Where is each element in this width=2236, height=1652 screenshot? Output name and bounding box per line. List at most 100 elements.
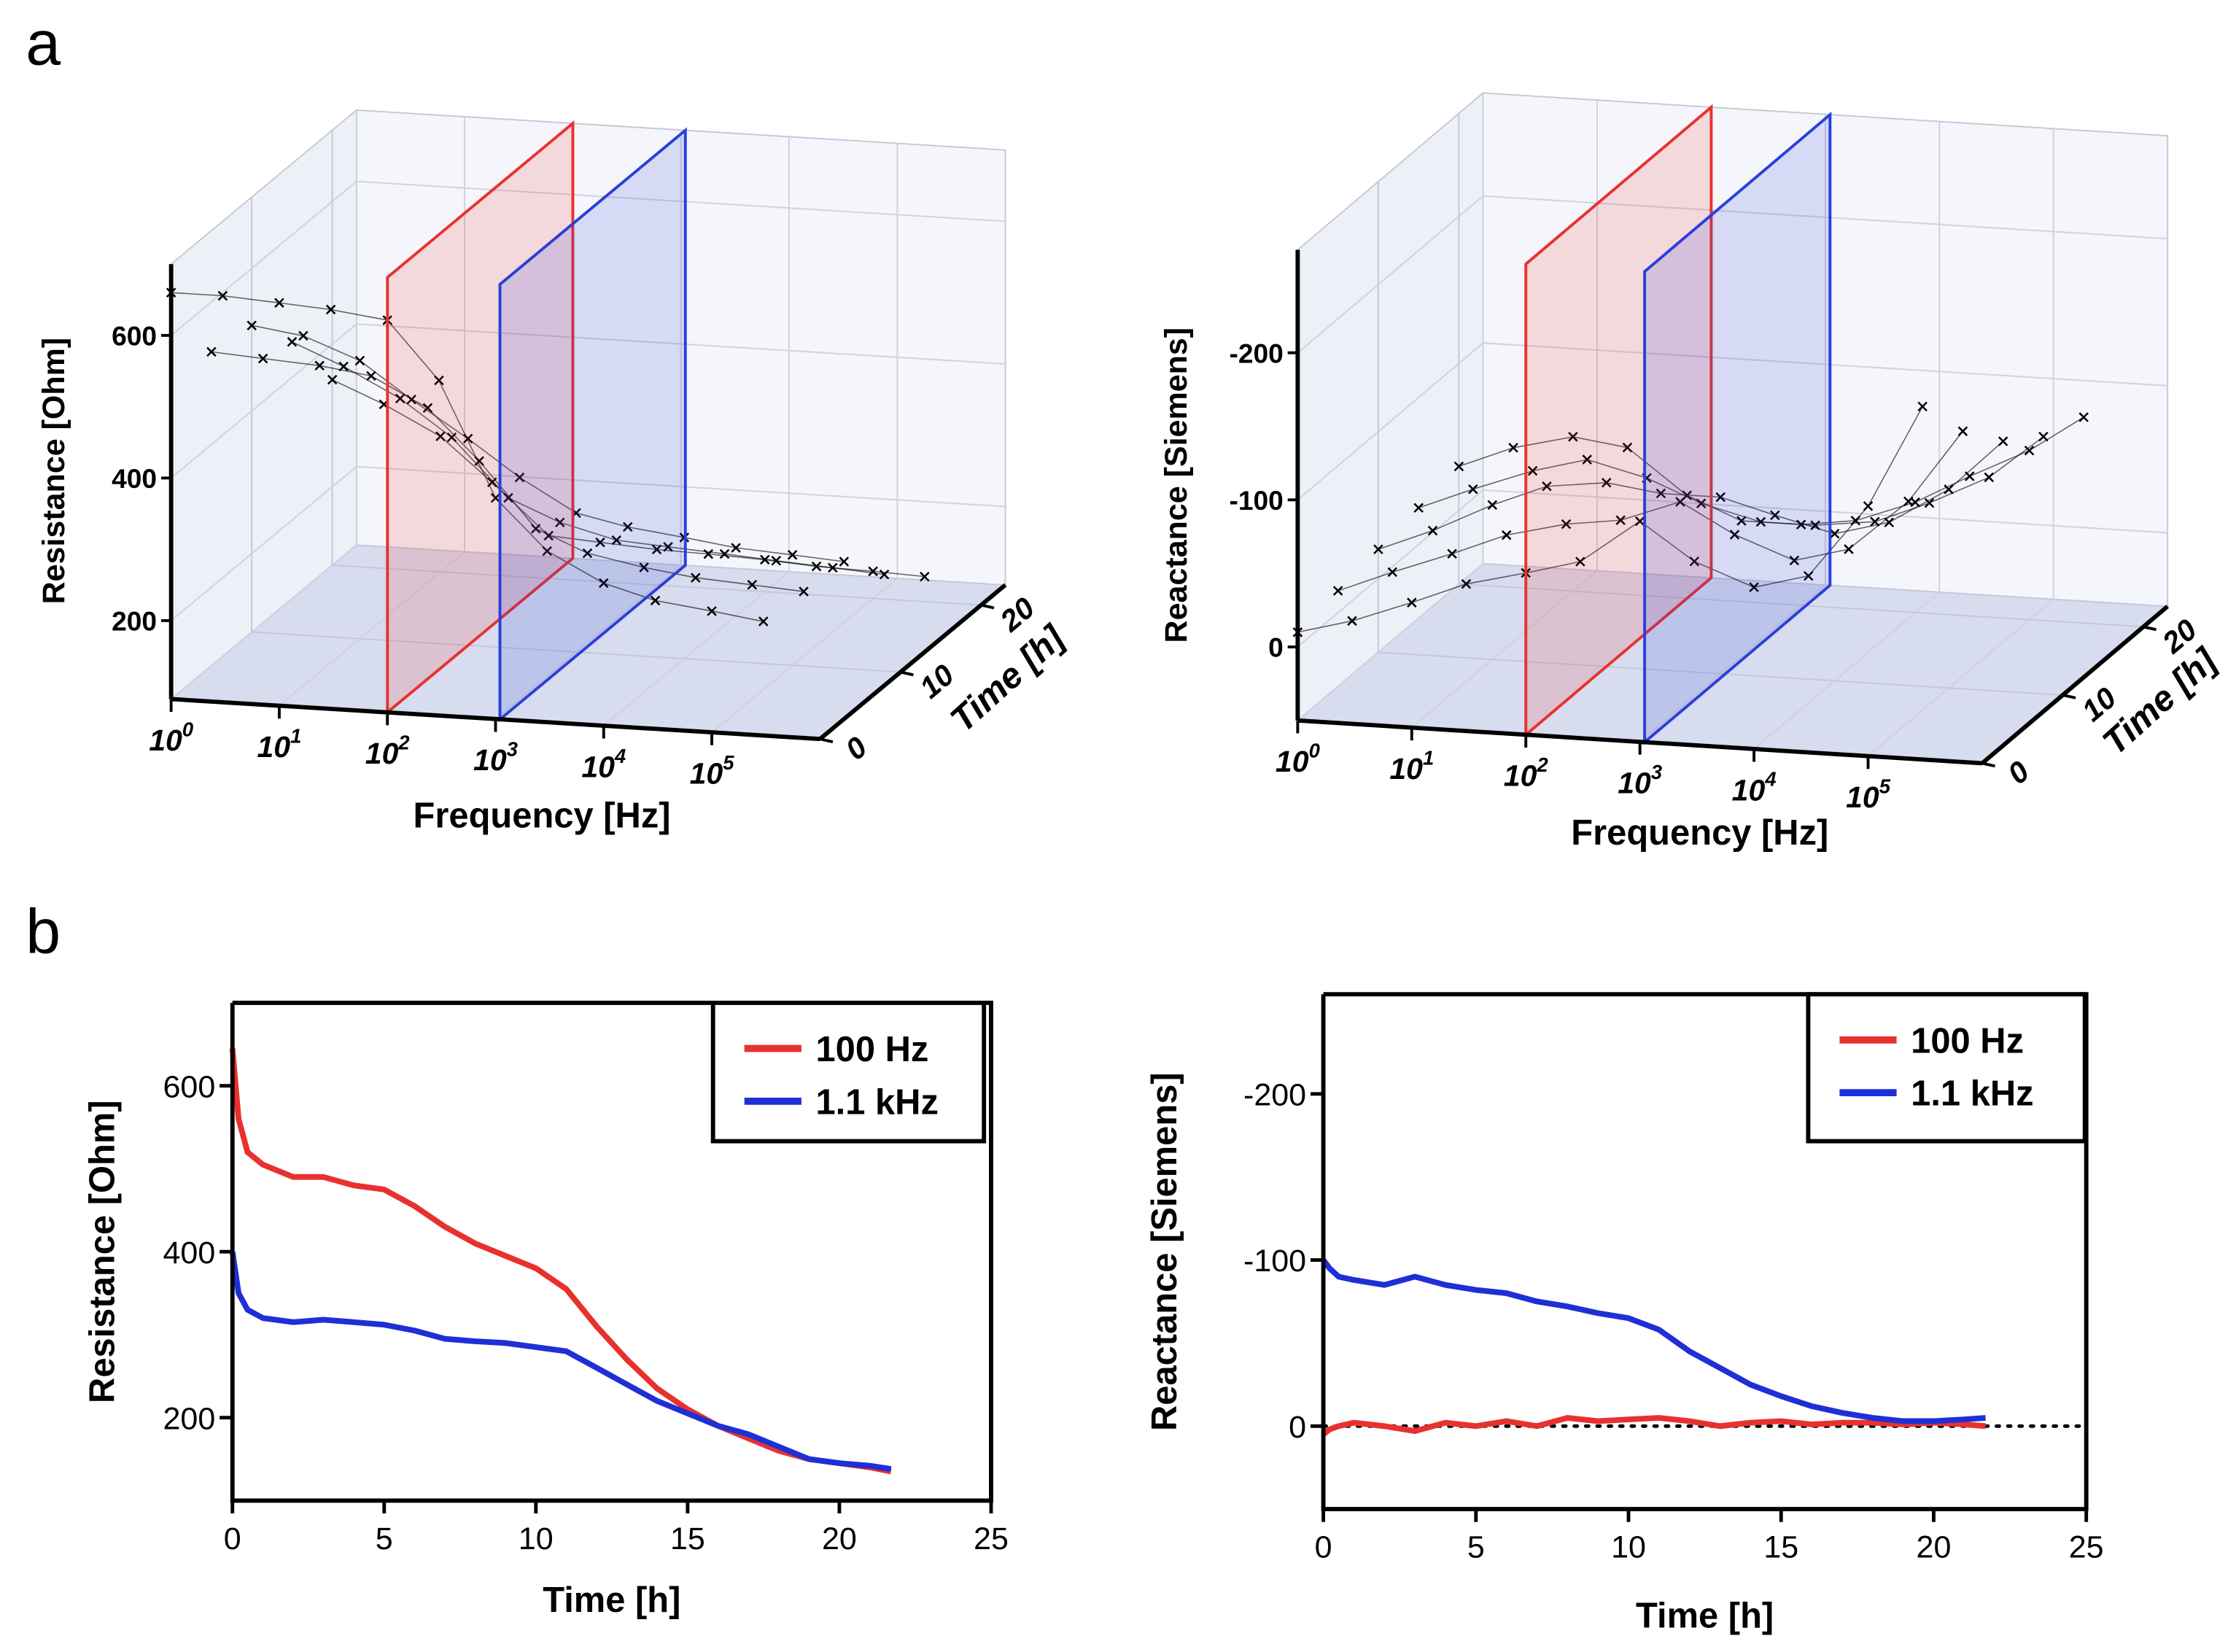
data-point: [1387, 567, 1398, 578]
x-tick-label: 25: [2069, 1530, 2104, 1565]
time-tick-label: 0: [2001, 754, 2035, 791]
line-series: [1321, 1415, 1986, 1437]
x-tick-exponent: 5: [723, 751, 734, 774]
data-point: [514, 472, 525, 483]
data-point: [1749, 582, 1759, 592]
data-point: [1924, 497, 1935, 508]
data-point: [434, 375, 444, 386]
data-point: [490, 493, 501, 503]
data-point: [486, 477, 497, 487]
x-tick-label: 25: [974, 1521, 1009, 1556]
y-axis-label: Reactance [Siemens]: [1145, 1072, 1184, 1431]
data-point: [868, 566, 878, 577]
x-tick-label: 101: [1389, 746, 1434, 786]
data-point: [327, 374, 338, 385]
x-tick-exponent: 0: [182, 718, 193, 740]
x-tick-label: 10: [1611, 1530, 1646, 1565]
legend-label: 100 Hz: [815, 1030, 928, 1069]
data-point: [1655, 488, 1666, 499]
data-point: [707, 606, 717, 616]
x-tick-label: 5: [1467, 1530, 1485, 1565]
x-tick-label: 102: [1504, 753, 1548, 793]
data-point: [1682, 490, 1693, 500]
x-tick-base: 10: [149, 724, 182, 757]
line-series: [229, 1251, 892, 1473]
data-point: [2024, 445, 2035, 456]
panel-label: b: [26, 897, 61, 967]
data-point: [1984, 472, 1995, 483]
data-point: [435, 431, 446, 441]
data-point: [651, 544, 662, 555]
data-point: [1770, 510, 1780, 521]
data-point: [274, 298, 284, 308]
data-point: [650, 595, 661, 606]
data-point: [554, 517, 565, 528]
x-tick-label: 105: [1846, 775, 1891, 815]
x-tick-label: 20: [822, 1521, 857, 1556]
data-point: [1568, 432, 1578, 442]
y-tick-label: 600: [163, 1069, 216, 1104]
data-point: [1715, 492, 1725, 503]
data-point: [839, 557, 850, 567]
z-tick-label: -100: [1229, 485, 1283, 516]
x-tick-label: 15: [1763, 1530, 1798, 1565]
z-axis-label: Resistance [Ohm]: [36, 338, 71, 605]
legend-box: [1806, 992, 2087, 1144]
data-point: [1844, 544, 1854, 554]
x-tick-exponent: 3: [1651, 761, 1662, 783]
data-point: [1487, 500, 1498, 511]
x-tick-exponent: 4: [1764, 768, 1776, 791]
data-point: [703, 548, 714, 559]
cloud-line: [251, 325, 845, 562]
x-tick-base: 10: [365, 737, 399, 770]
data-point: [2078, 412, 2089, 422]
data-point: [595, 537, 605, 548]
x-tick-base: 10: [1389, 752, 1423, 786]
x-tick-label: 105: [690, 751, 735, 791]
data-point: [462, 433, 473, 444]
slice-plane: [1643, 111, 1832, 745]
data-point: [1427, 525, 1438, 536]
data-point: [787, 549, 798, 560]
data-point: [758, 616, 769, 627]
z-tick-label: 0: [1268, 632, 1284, 663]
data-point: [366, 371, 376, 381]
x-tick-exponent: 1: [1423, 746, 1434, 769]
x-axis: [1297, 718, 1983, 766]
data-point: [1347, 616, 1357, 627]
x-tick-base: 10: [1504, 759, 1537, 793]
data-point: [298, 330, 308, 341]
grid-line: [603, 136, 790, 726]
data-point: [1407, 597, 1417, 608]
z-tick-label: -200: [1229, 338, 1283, 368]
data-point: [406, 394, 416, 405]
x-tick-label: 15: [670, 1521, 705, 1556]
data-point: [1796, 519, 1806, 530]
data-point: [543, 530, 554, 541]
y-tick-label: 0: [1289, 1410, 1306, 1445]
x-tick-exponent: 4: [614, 745, 626, 767]
data-point: [1413, 503, 1424, 513]
x-tick-exponent: 5: [1879, 775, 1891, 798]
grid-line: [279, 117, 466, 707]
x-tick-base: 10: [1732, 773, 1766, 807]
cloud-line: [1297, 406, 1923, 633]
data-point: [799, 586, 809, 597]
x-tick-label: 0: [1315, 1530, 1332, 1565]
data-point: [246, 320, 257, 331]
data-point: [1575, 557, 1585, 567]
data-point: [599, 578, 609, 589]
data-point: [719, 548, 730, 559]
x-tick-label: 10: [519, 1521, 554, 1556]
data-point: [1332, 586, 1343, 596]
x-tick-base: 10: [473, 743, 507, 777]
x-axis-label: Frequency [Hz]: [414, 796, 671, 835]
time-axis: [1981, 605, 2170, 765]
data-point: [1917, 401, 1928, 412]
data-point: [622, 521, 633, 532]
data-point: [1542, 481, 1552, 492]
x-axis-label: Frequency [Hz]: [1571, 813, 1828, 853]
data-point: [1508, 443, 1518, 453]
cloud-line: [332, 379, 925, 578]
slice-plane: [386, 120, 575, 716]
